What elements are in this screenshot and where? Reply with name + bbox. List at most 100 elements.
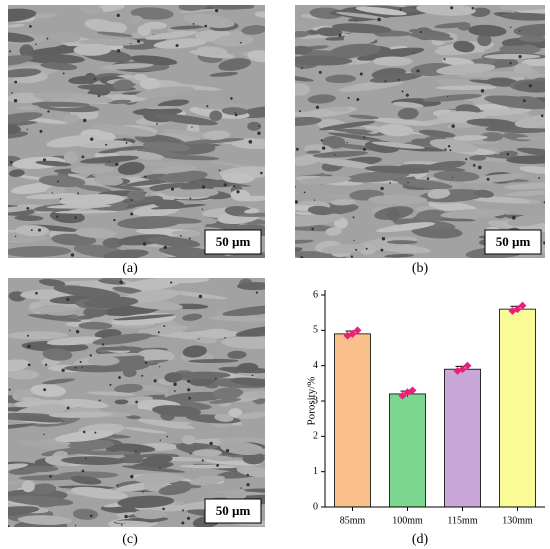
pore (29, 25, 32, 28)
phase (86, 352, 145, 357)
phase (220, 441, 265, 456)
pore (134, 450, 137, 453)
phase (137, 418, 195, 430)
pore (163, 325, 166, 327)
phase (488, 73, 545, 77)
phase (236, 371, 265, 378)
phase (189, 475, 226, 486)
pore (352, 216, 355, 219)
pore (130, 212, 134, 216)
pore (248, 140, 253, 144)
phase (97, 346, 143, 351)
pore (109, 383, 112, 386)
pore (39, 129, 43, 133)
phase (40, 62, 78, 71)
phase (78, 321, 113, 330)
pore (451, 124, 455, 128)
pore (198, 338, 200, 340)
phase (117, 495, 175, 508)
phase (422, 94, 482, 102)
pore (77, 192, 80, 195)
phase (54, 210, 118, 214)
phase (507, 214, 545, 227)
phase (499, 5, 545, 11)
pore (135, 400, 138, 404)
micrograph: 50 µm (295, 5, 545, 258)
phase (235, 325, 265, 337)
phase (17, 440, 79, 452)
pore (518, 55, 522, 59)
pore (346, 141, 349, 144)
pore (477, 165, 482, 170)
panel-label: (a) (122, 261, 138, 276)
phase (146, 236, 201, 248)
phase (8, 359, 30, 372)
phase (8, 245, 72, 258)
pore (82, 430, 86, 434)
phase (295, 83, 310, 96)
phase (429, 138, 478, 153)
phase (440, 208, 509, 219)
pore (119, 280, 123, 284)
phase (178, 5, 210, 11)
phase (114, 383, 144, 393)
phase (48, 32, 80, 43)
phase (221, 107, 248, 116)
phase (76, 450, 136, 456)
pore (540, 114, 544, 118)
panel-label: (c) (122, 532, 138, 547)
phase (54, 430, 114, 443)
phase (23, 465, 59, 473)
phase (179, 464, 239, 469)
pore (201, 208, 204, 210)
y-tick-label: 2 (313, 431, 318, 442)
phase (427, 188, 451, 199)
y-tick-label: 1 (313, 466, 318, 477)
phase (142, 455, 173, 465)
phase (124, 289, 179, 303)
phase (8, 206, 37, 214)
phase (247, 50, 265, 63)
phase (372, 117, 434, 126)
pore (81, 469, 85, 473)
pore (108, 160, 111, 163)
phase (134, 473, 184, 484)
data-point (518, 301, 527, 310)
pore (14, 80, 18, 84)
phase (372, 56, 413, 67)
phase (64, 365, 123, 373)
pore (186, 516, 191, 520)
pore (399, 8, 402, 11)
phase (516, 147, 545, 158)
pore (159, 366, 161, 368)
phase (330, 43, 381, 58)
panel-label: (b) (412, 261, 429, 276)
pore (142, 490, 144, 493)
pore (315, 105, 320, 109)
phase (99, 63, 154, 70)
phase (182, 313, 203, 321)
pore (295, 186, 297, 188)
pore (89, 514, 93, 518)
pore (142, 242, 147, 246)
phase (295, 111, 315, 117)
phase (97, 279, 126, 285)
phase (316, 27, 343, 37)
pore (444, 148, 447, 151)
phase (181, 434, 196, 445)
pore (66, 297, 70, 301)
phase (377, 32, 393, 37)
phase (466, 118, 515, 127)
phase (103, 249, 149, 258)
pore (9, 160, 13, 164)
phase (174, 371, 231, 380)
pore (313, 199, 316, 201)
phase (19, 44, 34, 58)
phase (209, 398, 242, 404)
phase (348, 114, 379, 120)
phase (295, 247, 303, 253)
pore (543, 201, 545, 204)
phase (17, 416, 65, 423)
phase (59, 194, 125, 206)
pore (79, 360, 82, 364)
